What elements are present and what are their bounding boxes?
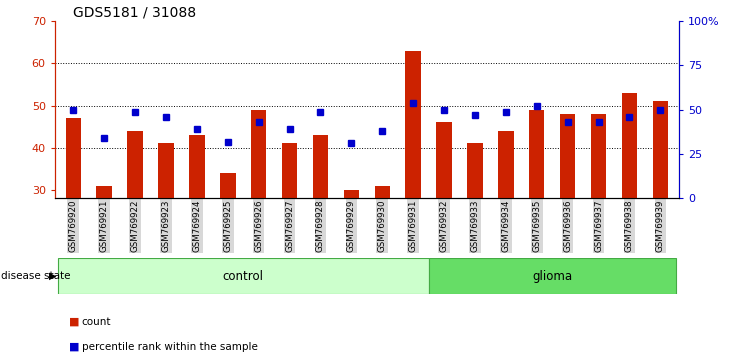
Bar (58, 258, 429, 294)
Bar (405, 51, 421, 198)
Bar (374, 185, 390, 198)
Bar (467, 143, 483, 198)
Bar (560, 114, 575, 198)
Bar (437, 122, 452, 198)
Bar (622, 93, 637, 198)
Bar (591, 114, 607, 198)
Text: glioma: glioma (532, 270, 572, 282)
Text: percentile rank within the sample: percentile rank within the sample (82, 342, 258, 352)
Bar (189, 135, 204, 198)
Bar (220, 173, 236, 198)
Bar (429, 258, 676, 294)
Text: control: control (223, 270, 264, 282)
Bar (344, 190, 359, 198)
Text: count: count (82, 317, 111, 327)
Bar (127, 131, 143, 198)
Bar (312, 135, 328, 198)
Bar (282, 143, 297, 198)
Text: ■: ■ (69, 317, 80, 327)
Text: disease state: disease state (1, 271, 71, 281)
Bar (66, 118, 81, 198)
Bar (96, 185, 112, 198)
Text: ▶: ▶ (49, 271, 56, 281)
Bar (498, 131, 514, 198)
Bar (653, 101, 668, 198)
Bar (158, 143, 174, 198)
Bar (529, 110, 545, 198)
Text: ■: ■ (69, 342, 80, 352)
Bar (251, 110, 266, 198)
Text: GDS5181 / 31088: GDS5181 / 31088 (73, 5, 196, 19)
